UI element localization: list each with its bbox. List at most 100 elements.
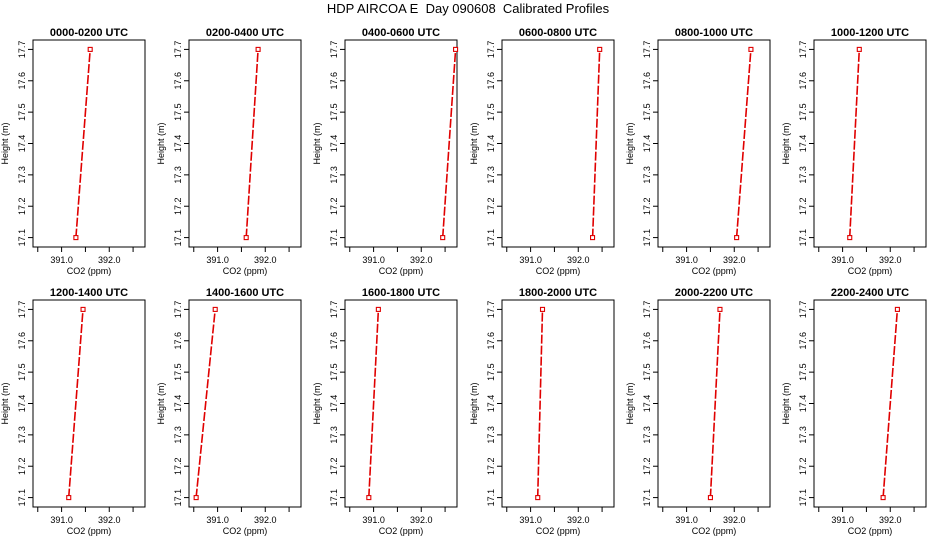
y-tick-label: 17.5 (798, 363, 808, 381)
y-tick-label: 17.2 (17, 457, 27, 475)
y-tick-label: 17.2 (642, 197, 652, 215)
profile-line (67, 309, 84, 498)
y-tick-label: 17.5 (642, 363, 652, 381)
y-tick-label: 17.5 (798, 103, 808, 121)
x-tick-label: 392.0 (567, 515, 590, 525)
panel-title: 2000-2200 UTC (675, 287, 753, 299)
y-tick-label: 17.6 (329, 72, 339, 90)
panel-4: 0600-0800 UTC 391.0 392.0 17.1 17.2 17.3 17.4 1… (469, 27, 615, 276)
x-tick-label: 391.0 (50, 515, 73, 525)
y-tick-label: 17.3 (17, 426, 27, 444)
y-tick-label: 17.6 (486, 72, 496, 90)
y-tick-label: 17.6 (642, 332, 652, 350)
panel-title: 1000-1200 UTC (831, 27, 909, 39)
y-tick-label: 17.7 (642, 301, 652, 319)
profile-line (75, 49, 91, 238)
y-axis-label: Height (m) (156, 122, 166, 164)
x-axis-label: CO2 (ppm) (848, 266, 893, 276)
y-tick-label: 17.1 (798, 489, 808, 507)
x-tick-label: 392.0 (254, 515, 277, 525)
x-tick-label: 392.0 (98, 515, 121, 525)
y-axis-label: Height (m) (312, 122, 322, 164)
data-point (80, 306, 86, 312)
y-tick-label: 17.3 (798, 166, 808, 184)
y-tick-label: 17.7 (17, 301, 27, 319)
y-tick-label: 17.4 (486, 135, 496, 153)
y-tick-label: 17.1 (486, 229, 496, 247)
y-tick-label: 17.1 (642, 229, 652, 247)
y-tick-label: 17.6 (798, 332, 808, 350)
y-tick-label: 17.3 (173, 426, 183, 444)
y-tick-label: 17.3 (17, 166, 27, 184)
x-axis-label: CO2 (ppm) (379, 526, 424, 536)
panel-2: 0200-0400 UTC 391.0 392.0 17.1 17.2 17.3 17.4 1… (156, 27, 302, 276)
x-tick-label: 392.0 (723, 255, 746, 265)
panel-title: 1800-2000 UTC (519, 287, 597, 299)
y-tick-label: 17.1 (329, 489, 339, 507)
panel-title: 0600-0800 UTC (519, 27, 597, 39)
plot-frame (344, 39, 458, 248)
y-tick-label: 17.1 (173, 489, 183, 507)
profile-line (195, 309, 216, 498)
panel-3: 0400-0600 UTC 391.0 392.0 17.1 17.2 17.3 17.4 1… (312, 27, 459, 276)
data-point (375, 306, 381, 312)
plot-frame (657, 299, 771, 508)
y-tick-label: 17.5 (17, 363, 27, 381)
y-tick-label: 17.2 (798, 197, 808, 215)
y-tick-label: 17.1 (17, 489, 27, 507)
y-tick-label: 17.7 (173, 41, 183, 59)
x-tick-label: 392.0 (723, 515, 746, 525)
figure-title: HDP AIRCOA E Day 090608 Calibrated Profi… (326, 1, 610, 16)
data-point (590, 235, 596, 241)
x-tick-label: 391.0 (50, 255, 73, 265)
y-tick-label: 17.3 (642, 166, 652, 184)
y-tick-label: 17.7 (486, 41, 496, 59)
profile-line (735, 49, 752, 238)
data-point (539, 306, 546, 312)
data-point (894, 306, 900, 312)
plot-frame (188, 39, 302, 248)
panel-11: 2000-2200 UTC 391.0 392.0 17.1 17.2 17.3 17.4 1… (625, 287, 771, 536)
y-axis-label: Height (m) (0, 122, 10, 164)
panel-title: 0200-0400 UTC (206, 27, 284, 39)
y-tick-label: 17.4 (173, 135, 183, 153)
y-tick-label: 17.2 (329, 197, 339, 215)
x-tick-label: 392.0 (879, 515, 902, 525)
y-tick-label: 17.7 (642, 41, 652, 59)
x-tick-label: 392.0 (98, 255, 121, 265)
y-axis-label: Height (m) (781, 122, 791, 164)
y-axis-label: Height (m) (469, 382, 479, 424)
data-point (87, 46, 93, 52)
panel-8: 1400-1600 UTC 391.0 392.0 17.1 17.2 17.3 17.4 1… (156, 287, 302, 536)
panel-title: 0000-0200 UTC (50, 27, 128, 39)
plot-frame (501, 299, 615, 508)
y-tick-label: 17.2 (486, 457, 496, 475)
y-tick-label: 17.7 (173, 301, 183, 319)
plot-frame (657, 39, 771, 248)
y-tick-label: 17.6 (486, 332, 496, 350)
plot-frame (813, 39, 927, 248)
x-tick-label: 391.0 (519, 515, 542, 525)
y-tick-label: 17.7 (798, 41, 808, 59)
x-axis-label: CO2 (ppm) (692, 266, 737, 276)
y-tick-label: 17.4 (173, 395, 183, 413)
y-tick-label: 17.2 (486, 197, 496, 215)
y-axis-label: Height (m) (625, 122, 635, 164)
panel-5: 0800-1000 UTC 391.0 392.0 17.1 17.2 17.3 17.4 1… (625, 27, 771, 276)
panel-9: 1600-1800 UTC 391.0 392.0 17.1 17.2 17.3 17.4 1… (312, 287, 458, 536)
data-point (212, 306, 218, 312)
x-tick-label: 391.0 (675, 255, 698, 265)
y-tick-label: 17.5 (486, 103, 496, 121)
panel-title: 1600-1800 UTC (362, 287, 440, 299)
data-point (847, 235, 853, 241)
panel-10: 1800-2000 UTC 391.0 392.0 17.1 17.2 17.3 17.4 1… (469, 287, 615, 536)
x-tick-label: 391.0 (362, 255, 385, 265)
data-point (366, 495, 372, 501)
x-axis-label: CO2 (ppm) (223, 526, 268, 536)
y-tick-label: 17.6 (173, 332, 183, 350)
panel-title: 2200-2400 UTC (831, 287, 909, 299)
profile-line (536, 309, 544, 498)
y-tick-label: 17.2 (173, 197, 183, 215)
plot-frame (813, 299, 927, 508)
